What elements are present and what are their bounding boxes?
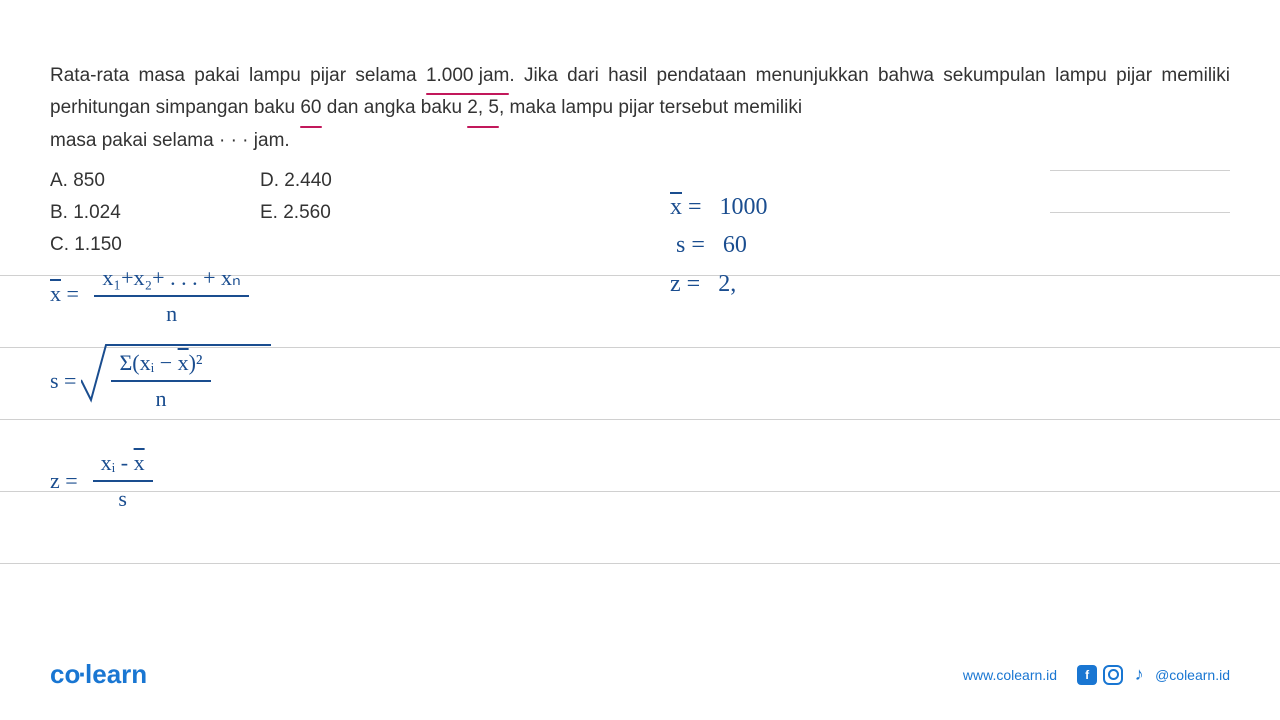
f3-left: z = bbox=[50, 468, 78, 494]
formula-stddev: s = Σ(xᵢ − x)² n bbox=[50, 350, 211, 412]
hw-s-value: 60 bbox=[723, 232, 747, 258]
hw-z-label: z = bbox=[670, 271, 700, 297]
question-line1-post: . Jika dari hasil pendataan menunjukkan … bbox=[509, 65, 1045, 86]
hw-s-label: s = bbox=[676, 232, 705, 258]
footer: co·learn www.colearn.id f ♪ @colearn.id bbox=[0, 659, 1280, 690]
ruled-line bbox=[1050, 170, 1230, 171]
footer-right: www.colearn.id f ♪ @colearn.id bbox=[963, 665, 1230, 685]
underlined-60: 60 bbox=[300, 92, 321, 124]
facebook-icon: f bbox=[1077, 665, 1097, 685]
question-text: Rata-rata masa pakai lampu pijar selama … bbox=[50, 60, 1230, 157]
f1-denominator: n bbox=[94, 297, 248, 327]
sqrt-path-icon bbox=[81, 335, 281, 415]
logo-co: co bbox=[50, 659, 80, 689]
handwritten-values: x = 1000 s = 60 z = 2, bbox=[670, 188, 768, 303]
hw-z-value: 2, bbox=[718, 271, 736, 297]
f1-fraction: x₁+x₂+ . . . + xₙ n bbox=[94, 265, 248, 327]
ruled-line bbox=[0, 563, 1280, 564]
question-line2-mid: dan angka baku bbox=[322, 97, 468, 118]
f3-fraction: xᵢ - x s bbox=[93, 450, 153, 512]
formula-zscore: z = xᵢ - x s bbox=[50, 450, 153, 512]
hw-s-row: s = 60 bbox=[670, 226, 768, 264]
hw-xbar-row: x = 1000 bbox=[670, 188, 768, 226]
social-links: f ♪ @colearn.id bbox=[1077, 665, 1230, 685]
ruled-line bbox=[0, 491, 1280, 492]
f3-denominator: s bbox=[93, 482, 153, 512]
hw-z-row: z = 2, bbox=[670, 265, 768, 303]
social-handle: @colearn.id bbox=[1155, 667, 1230, 683]
sqrt-icon: Σ(xᵢ − x)² n bbox=[86, 350, 210, 412]
question-line3: masa pakai selama · · · jam. bbox=[50, 125, 1230, 157]
hw-xbar-value: 1000 bbox=[720, 194, 768, 220]
question-line2-post: , maka lampu pijar tersebut memiliki bbox=[499, 97, 802, 118]
underlined-1000jam: 1.000 jam bbox=[426, 60, 509, 92]
instagram-icon bbox=[1103, 665, 1123, 685]
f1-numerator: x₁+x₂+ . . . + xₙ bbox=[94, 265, 248, 297]
logo-learn: learn bbox=[85, 659, 147, 689]
f1-left: x bbox=[50, 281, 61, 306]
f3-numerator: xᵢ - x bbox=[93, 450, 153, 482]
tiktok-icon: ♪ bbox=[1129, 665, 1149, 685]
hw-xbar-label: x bbox=[670, 194, 682, 220]
website-url: www.colearn.id bbox=[963, 667, 1057, 683]
ruled-line bbox=[1050, 212, 1230, 213]
f2-left: s = bbox=[50, 368, 76, 394]
formula-mean: x = x₁+x₂+ . . . + xₙ n bbox=[50, 265, 249, 327]
ruled-line bbox=[0, 419, 1280, 420]
logo: co·learn bbox=[50, 659, 147, 690]
underlined-2-5: 2, 5 bbox=[467, 92, 499, 124]
question-line1-pre: Rata-rata masa pakai lampu pijar selama bbox=[50, 65, 426, 86]
